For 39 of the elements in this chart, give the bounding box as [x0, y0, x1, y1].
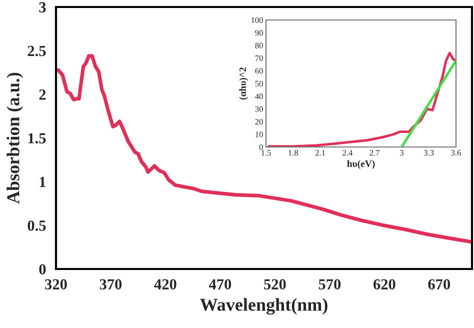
- y-tick-label: 0: [39, 264, 46, 274]
- x-tick-label: 2.4: [342, 150, 353, 156]
- y-axis-title: (αhυ)^2: [239, 67, 248, 100]
- x-tick-label: 470: [208, 279, 232, 290]
- x-tick-label: 320: [45, 279, 67, 290]
- y-tick-label: 30: [255, 106, 263, 112]
- y-tick-label: 80: [255, 42, 263, 48]
- y-tick-label: 60: [255, 68, 263, 74]
- x-tick-label: 1.8: [288, 150, 298, 156]
- x-axis-title: Wavelenght(nm): [200, 298, 328, 315]
- y-tick-label: 90: [255, 30, 263, 36]
- x-tick-label: 670: [428, 279, 450, 290]
- x-tick-label: 2.1: [315, 150, 325, 156]
- x-tick-label: 570: [318, 279, 341, 290]
- y-tick-label: 40: [255, 94, 263, 100]
- y-tick-label: 50: [255, 80, 263, 86]
- x-tick-label: 2.7: [370, 150, 380, 156]
- y-tick-label: 10: [256, 132, 263, 138]
- y-tick-label: 20: [255, 118, 263, 125]
- y-tick-label: 1: [40, 176, 46, 187]
- y-tick-label: 0: [259, 144, 263, 150]
- line-series: [56, 54, 472, 244]
- y-tick-label: 0.5: [28, 220, 46, 231]
- y-tick-label: 1.5: [28, 133, 46, 144]
- x-tick-label: 3: [400, 150, 404, 156]
- x-tick-label: 370: [100, 279, 122, 290]
- y-tick-label: 100: [251, 17, 263, 23]
- x-tick-label: 520: [264, 279, 286, 290]
- y-tick-label: 2.5: [28, 46, 46, 56]
- x-axis-title: hυ(eV): [347, 160, 375, 169]
- x-tick-label: 3.3: [424, 150, 434, 156]
- x-tick-label: 3.6: [451, 150, 461, 156]
- y-tick-label: 70: [255, 55, 263, 62]
- x-tick-label: 420: [154, 279, 176, 290]
- y-tick-label: 2: [39, 90, 46, 100]
- y-tick-label: 3: [39, 2, 46, 12]
- x-tick-label: 620: [373, 279, 396, 290]
- y-axis-title: Absorbtion (a.u.): [6, 72, 24, 204]
- x-tick-label: 1.5: [262, 150, 271, 156]
